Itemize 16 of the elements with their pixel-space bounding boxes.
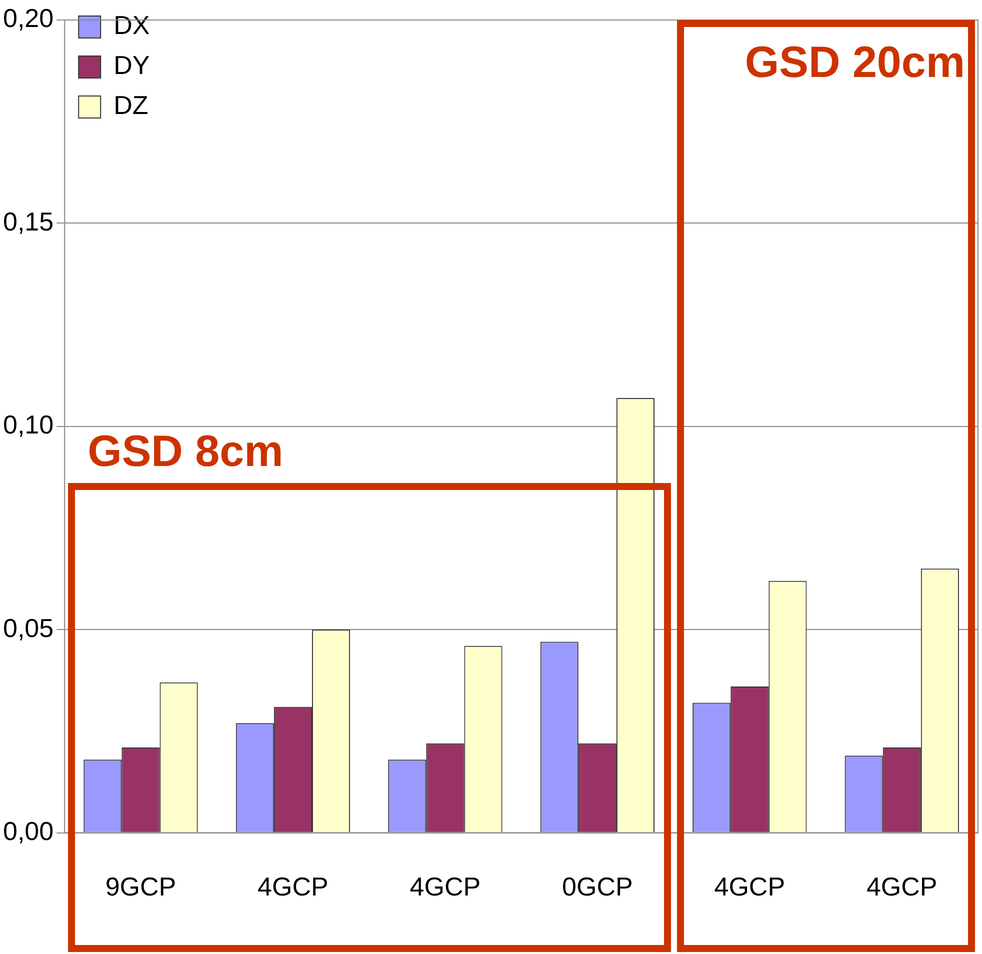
x-tick-label: 4GCP: [714, 872, 786, 902]
y-tick-label: 0,20: [2, 3, 54, 34]
legend-label: DY: [114, 50, 150, 80]
legend-label: DX: [114, 10, 150, 40]
annotation: GSD 8cm: [88, 427, 284, 478]
y-tick-label: 0,05: [2, 612, 54, 643]
annotation: GSD 20cm: [744, 38, 965, 88]
y-tick-label: 0,10: [2, 410, 54, 440]
x-tick-label: 4GCP: [258, 872, 328, 902]
x-tick-label: 9GCP: [105, 872, 176, 902]
x-tick-label: 0GCP: [562, 872, 633, 902]
legend-label: DZ: [114, 90, 148, 120]
x-tick-label: 4GCP: [866, 872, 938, 902]
y-tick-label: 0,00: [2, 816, 54, 846]
y-tick-label: 0,15: [2, 206, 54, 236]
x-tick-label: 4GCP: [410, 872, 481, 902]
